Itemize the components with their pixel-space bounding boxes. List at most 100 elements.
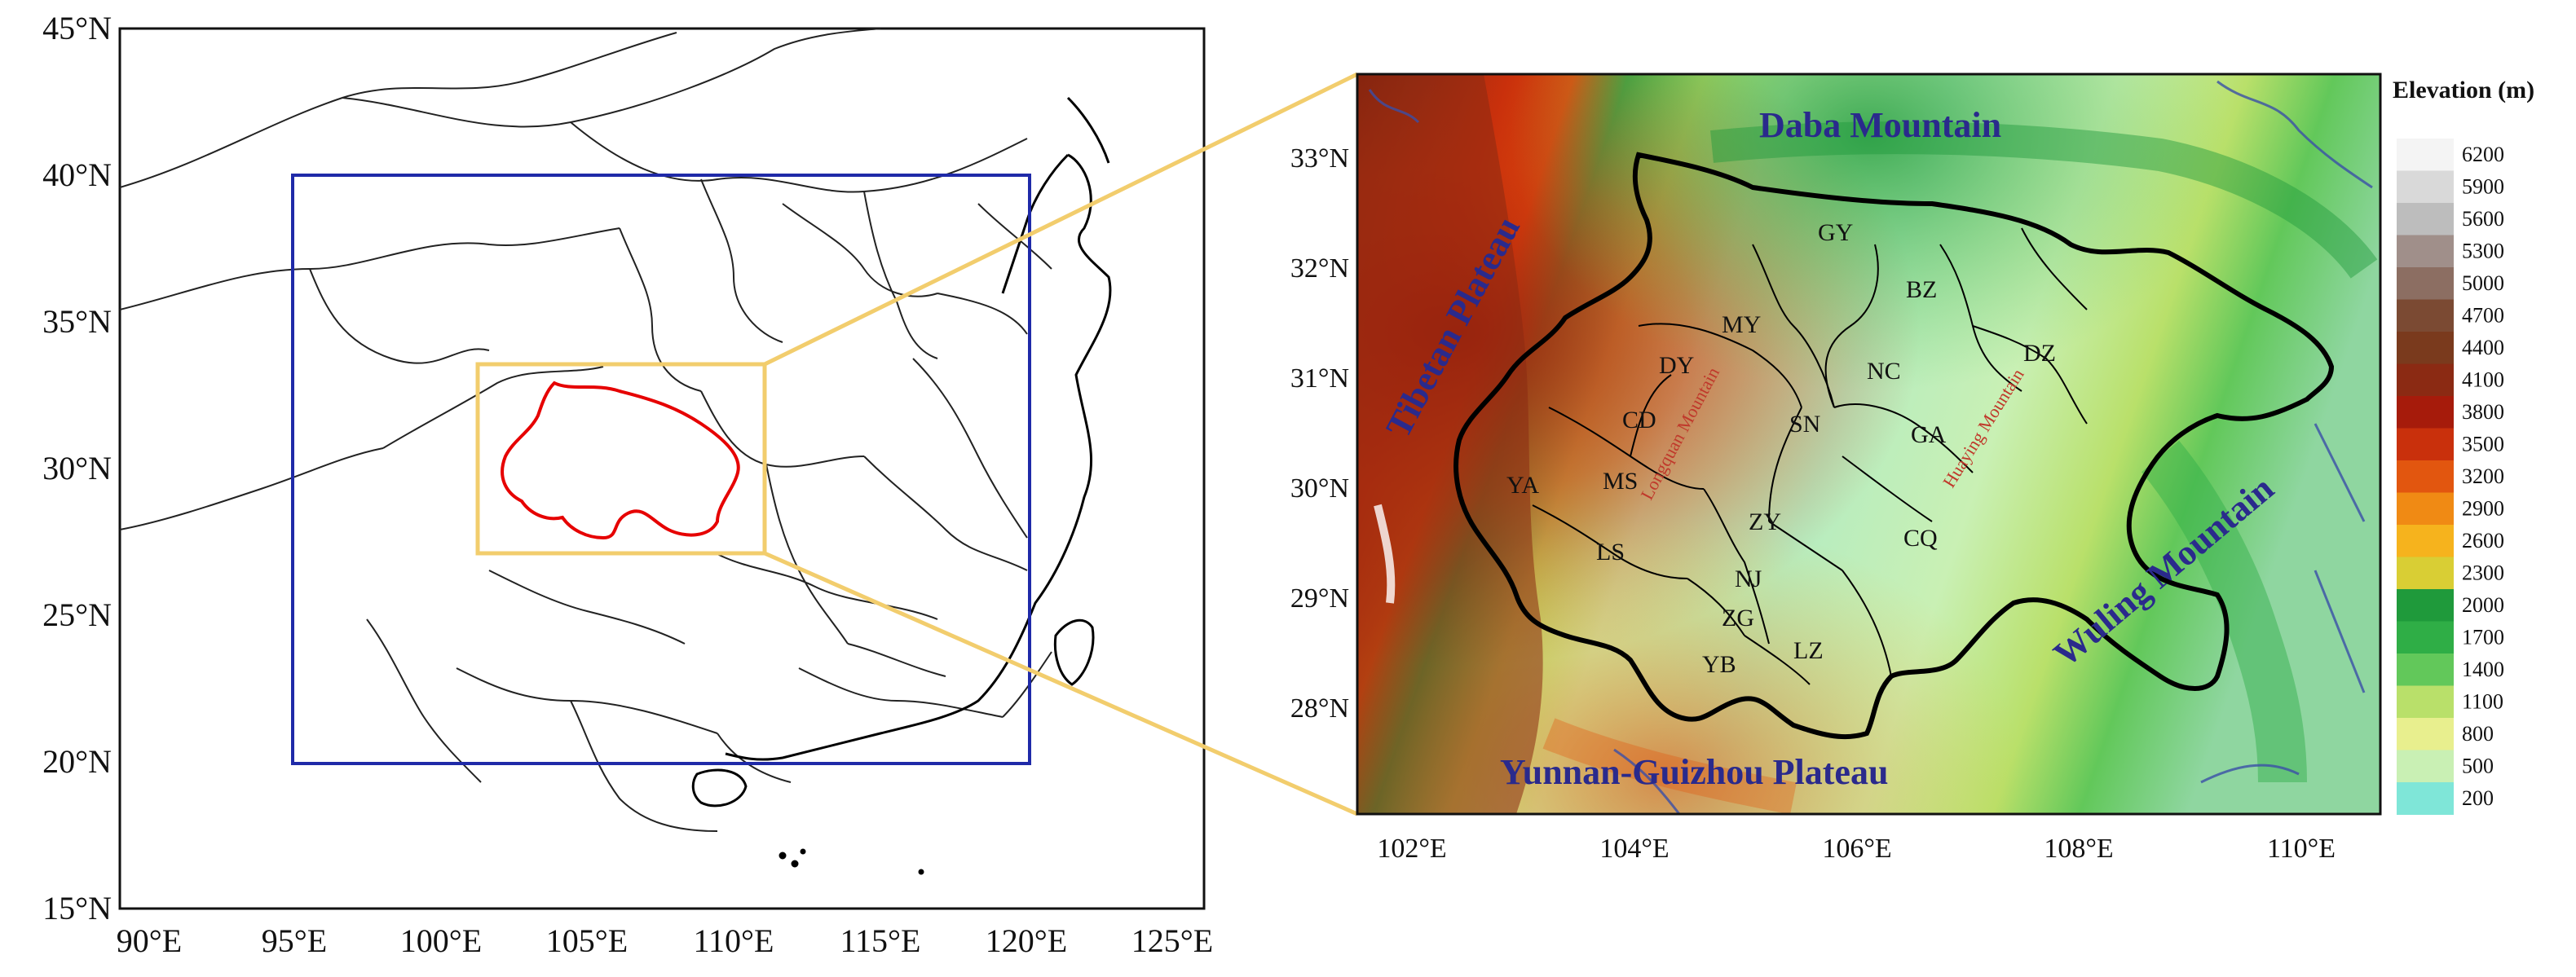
legend-swatch	[2397, 525, 2454, 557]
left-lat-tick: 35°N	[42, 303, 112, 340]
legend-swatch	[2397, 428, 2454, 461]
left-lat-ticks: 45°N 40°N 35°N 30°N 25°N 20°N 15°N	[42, 10, 112, 926]
city-label: SN	[1789, 411, 1820, 438]
left-lon-tick: 105°E	[546, 922, 628, 959]
right-elevation-map: Daba Mountain Tibetan Plateau Wuling Mou…	[1290, 73, 2382, 864]
left-lat-tick: 20°N	[42, 743, 112, 780]
city-label: YB	[1702, 651, 1736, 678]
legend-label: 3200	[2462, 464, 2504, 488]
study-area-box	[475, 362, 767, 556]
legend-label: 2600	[2462, 529, 2504, 552]
legend-label: 1100	[2462, 690, 2503, 714]
city-label: BZ	[1906, 276, 1937, 303]
legend-swatch	[2397, 396, 2454, 429]
city-label: MS	[1603, 468, 1638, 495]
legend-label: 2900	[2462, 497, 2504, 521]
left-lon-ticks: 90°E 95°E 100°E 105°E 110°E 115°E 120°E …	[117, 922, 1213, 959]
left-overview-map: 45°N 40°N 35°N 30°N 25°N 20°N 15°N 90°E …	[42, 10, 1213, 959]
left-lat-tick: 30°N	[42, 450, 112, 486]
left-lon-tick: 90°E	[117, 922, 182, 959]
left-lon-tick: 125°E	[1131, 922, 1213, 959]
sichuan-basin-outline	[501, 381, 740, 540]
legend-swatch	[2397, 589, 2454, 622]
legend-label: 500	[2462, 755, 2494, 778]
islands	[691, 618, 1095, 875]
left-lon-tick: 120°E	[986, 922, 1067, 959]
legend-label: 5600	[2462, 207, 2504, 231]
legend-label: 4700	[2462, 304, 2504, 328]
legend-swatch	[2397, 460, 2454, 493]
right-lat-ticks: 33°N 32°N 31°N 30°N 29°N 28°N	[1290, 143, 1349, 724]
legend-label: 3800	[2462, 400, 2504, 424]
legend-label: 6200	[2462, 143, 2504, 166]
legend-label: 3500	[2462, 433, 2504, 456]
legend-swatch	[2397, 492, 2454, 526]
right-lat-tick: 32°N	[1290, 253, 1349, 284]
legend-swatch	[2397, 557, 2454, 590]
city-label: LZ	[1793, 637, 1824, 664]
legend-swatch	[2397, 235, 2454, 268]
model-domain-box	[291, 174, 1031, 765]
city-label: CD	[1622, 407, 1656, 433]
coastline	[725, 96, 1112, 761]
left-lat-tick: 40°N	[42, 156, 112, 193]
legend-label: 4100	[2462, 368, 2504, 392]
right-lat-tick: 30°N	[1290, 473, 1349, 504]
left-lat-tick: 15°N	[42, 890, 112, 926]
left-lon-tick: 110°E	[694, 922, 774, 959]
rivers	[1368, 80, 2373, 814]
city-label: GY	[1818, 219, 1853, 246]
city-label: CQ	[1903, 525, 1938, 552]
left-lon-tick: 100°E	[400, 922, 482, 959]
city-label: GA	[1911, 421, 1947, 448]
legend-label: 5300	[2462, 240, 2504, 263]
legend-swatch	[2397, 718, 2454, 750]
right-lat-tick: 29°N	[1290, 583, 1349, 614]
prefecture-boundaries	[1532, 227, 2088, 685]
legend-swatch	[2397, 299, 2454, 332]
legend-label: 1400	[2462, 658, 2504, 681]
city-label: NC	[1867, 358, 1901, 385]
right-lat-tick: 33°N	[1290, 143, 1349, 174]
right-lat-tick: 31°N	[1290, 363, 1349, 394]
legend-label: 5900	[2462, 175, 2504, 199]
city-label: NJ	[1735, 566, 1762, 592]
legend-label: 2300	[2462, 561, 2504, 585]
legend-swatch	[2397, 170, 2454, 204]
legend-swatch	[2397, 203, 2454, 235]
right-lon-tick: 104°E	[1599, 834, 1669, 864]
legend-swatch	[2397, 139, 2454, 171]
right-lon-ticks: 102°E 104°E 106°E 108°E 110°E	[1377, 834, 2336, 864]
right-lon-tick: 108°E	[2044, 834, 2113, 864]
yunnan-guizhou-plateau-label: Yunnan-Guizhou Plateau	[1500, 752, 1888, 792]
legend-swatch	[2397, 332, 2454, 364]
right-lat-tick: 28°N	[1290, 693, 1349, 724]
legend-label: 4400	[2462, 336, 2504, 359]
legend-swatch	[2397, 782, 2454, 815]
left-lon-tick: 95°E	[262, 922, 327, 959]
legend-colorbar	[2397, 139, 2454, 815]
legend-swatch	[2397, 685, 2454, 719]
city-label: ZG	[1722, 605, 1754, 632]
legend-label: 800	[2462, 722, 2494, 746]
city-label: YA	[1506, 472, 1539, 499]
sichuan-basin-boundary	[1453, 152, 2335, 740]
left-lat-tick: 25°N	[42, 596, 112, 633]
legend-swatch	[2397, 363, 2454, 397]
legend-swatch	[2397, 750, 2454, 783]
left-lat-tick: 45°N	[42, 10, 112, 46]
city-labels: GY BZ MY DY NC DZ CD SN GA YA MS ZY CQ N…	[1506, 219, 2056, 678]
city-label: LS	[1596, 539, 1625, 566]
legend-title: Elevation (m)	[2393, 77, 2534, 103]
legend-label: 200	[2462, 786, 2494, 810]
legend-label: 2000	[2462, 593, 2504, 617]
daba-mountain-label: Daba Mountain	[1759, 105, 2001, 145]
left-lon-tick: 115°E	[840, 922, 921, 959]
city-label: DY	[1659, 352, 1694, 379]
legend-swatch	[2397, 267, 2454, 300]
zoom-connector-lines	[763, 72, 1359, 816]
right-lon-tick: 110°E	[2267, 834, 2336, 864]
city-label: MY	[1722, 311, 1761, 338]
left-map-frame	[118, 27, 1206, 910]
